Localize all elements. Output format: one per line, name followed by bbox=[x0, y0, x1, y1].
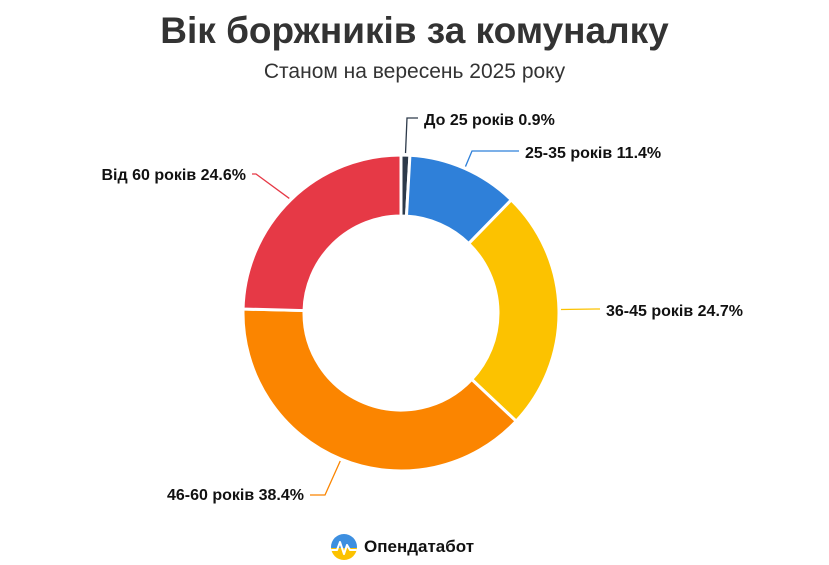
brand-name: Опендатабот bbox=[364, 537, 475, 556]
brand-logo: Опендатабот bbox=[330, 533, 474, 561]
leaders-group bbox=[252, 117, 600, 496]
data-label-2: 25-35 років 11.4% bbox=[525, 145, 661, 162]
opendatabot-icon bbox=[331, 534, 357, 560]
data-label-5: Від 60 років 24.6% bbox=[102, 167, 247, 184]
leader-line-5 bbox=[252, 173, 290, 199]
chart-title: Вік боржників за комуналку bbox=[160, 10, 669, 51]
data-label-3: 36-45 років 24.7% bbox=[606, 303, 743, 320]
slice-4 bbox=[241, 307, 518, 473]
slice-5 bbox=[241, 153, 403, 313]
leader-line-2 bbox=[464, 150, 519, 167]
leader-line-4 bbox=[310, 460, 341, 496]
labels-group: До 25 років 0.9% 25-35 років 11.4% 36-45 р… bbox=[102, 112, 744, 504]
chart-subtitle: Станом на вересень 2025 року bbox=[263, 60, 566, 83]
data-label-1: До 25 років 0.9% bbox=[424, 112, 555, 129]
slice-3 bbox=[467, 198, 561, 423]
data-label-4: 46-60 років 38.4% bbox=[167, 487, 304, 504]
leader-line-1 bbox=[404, 117, 418, 154]
slices-group bbox=[241, 153, 561, 473]
